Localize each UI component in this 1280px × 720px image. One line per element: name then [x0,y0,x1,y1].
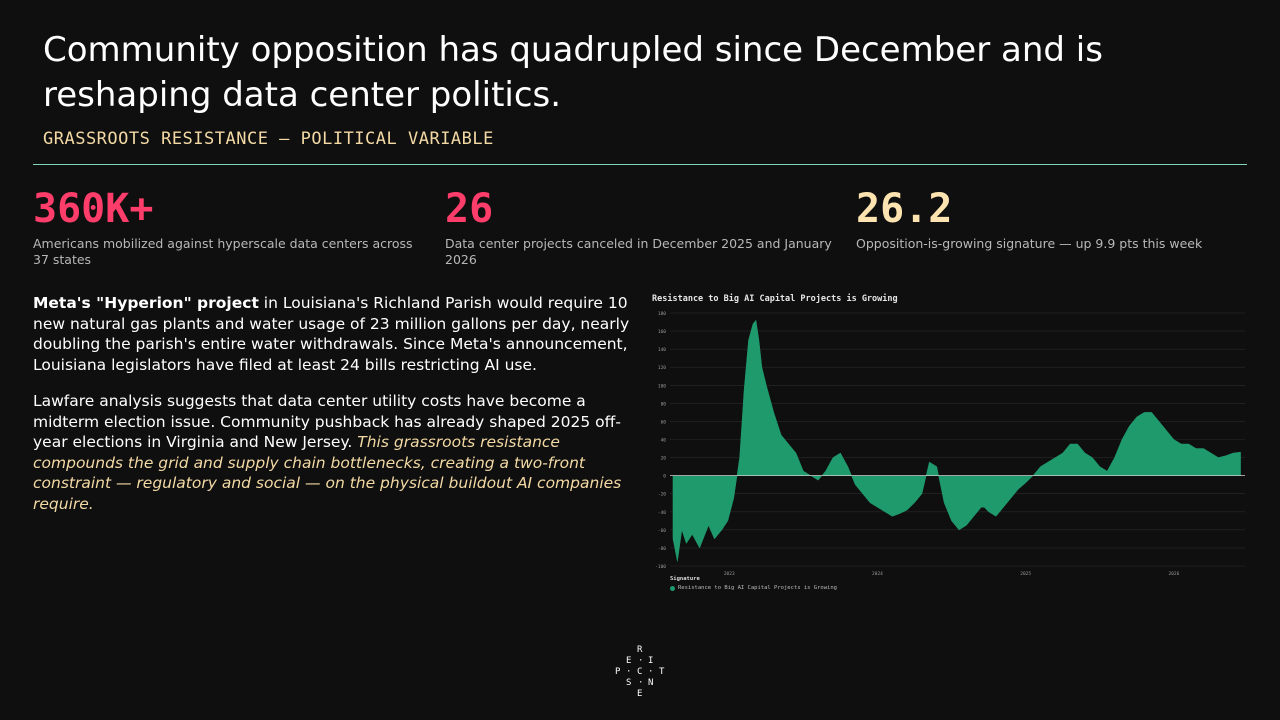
x-tick-label: 2023 [724,571,735,577]
y-tick-label: 60 [661,419,667,425]
y-tick-label: 100 [658,383,666,389]
hyperion-lead: Meta's "Hyperion" project [33,294,259,312]
y-tick-label: -100 [655,564,666,570]
y-tick-label: 160 [658,329,666,335]
body-copy: Meta's "Hyperion" project in Louisiana's… [33,293,633,530]
stat-description: Data center projects canceled in Decembe… [445,236,832,267]
y-tick-label: 140 [658,347,666,353]
stat-projects-canceled: 26 Data center projects canceled in Dece… [445,186,835,268]
lawfare-accent: This grassroots resistance compounds the… [33,433,622,513]
y-tick-label: 40 [661,438,667,444]
y-tick-label: 120 [658,365,666,371]
y-tick-label: 180 [658,311,666,317]
series-area [672,319,1241,562]
x-tick-label: 2025 [1020,571,1031,577]
legend-label: Resistance to Big AI Capital Projects is… [678,585,837,591]
lawfare-text: Lawfare analysis suggests that data cent… [33,392,621,451]
chart-canvas: -100 -80 -60 -40 -20 0 20 40 60 80 100 120 140 160 180… [655,311,1245,577]
stat-opposition-signature: 26.2 Opposition-is-growing signature — u… [856,186,1246,252]
y-tick-label: -40 [658,510,666,516]
resistance-chart: -100 -80 -60 -40 -20 0 20 40 60 80 100 120 140 160 180… [650,288,1250,598]
stat-description: Opposition-is-growing signature — up 9.9… [856,236,1203,251]
y-tick-label: 20 [661,456,667,462]
y-tick-label: -20 [658,492,666,498]
y-tick-label: -80 [658,546,666,552]
page-title: Community opposition has quadrupled sinc… [43,30,1103,115]
brand-logo: R E · I P · C · T S · N E [615,645,665,699]
legend-swatch [670,585,675,591]
stat-value: 360K+ [33,186,154,232]
stat-description: Americans mobilized against hyperscale d… [33,236,413,267]
stat-americans-mobilized: 360K+ Americans mobilized against hypers… [33,186,423,268]
y-tick-label: -60 [658,528,666,534]
y-tick-label: 0 [663,474,666,480]
section-kicker: GRASSROOTS RESISTANCE — POLITICAL VARIAB… [43,129,494,149]
divider-rule [33,164,1247,165]
y-tick-label: 80 [661,401,667,407]
x-tick-label: 2026 [1168,571,1179,577]
hyperion-text: in Louisiana's Richland Parish would req… [33,294,630,374]
legend-title: Signature [670,576,700,582]
stat-value: 26.2 [856,186,953,232]
paragraph-hyperion: Meta's "Hyperion" project in Louisiana's… [33,293,633,375]
paragraph-lawfare: Lawfare analysis suggests that data cent… [33,391,633,514]
legend-item: Resistance to Big AI Capital Projects is… [670,585,837,591]
chart-title: Resistance to Big AI Capital Projects is… [652,294,898,304]
stat-value: 26 [445,186,494,232]
x-tick-label: 2024 [872,571,883,577]
